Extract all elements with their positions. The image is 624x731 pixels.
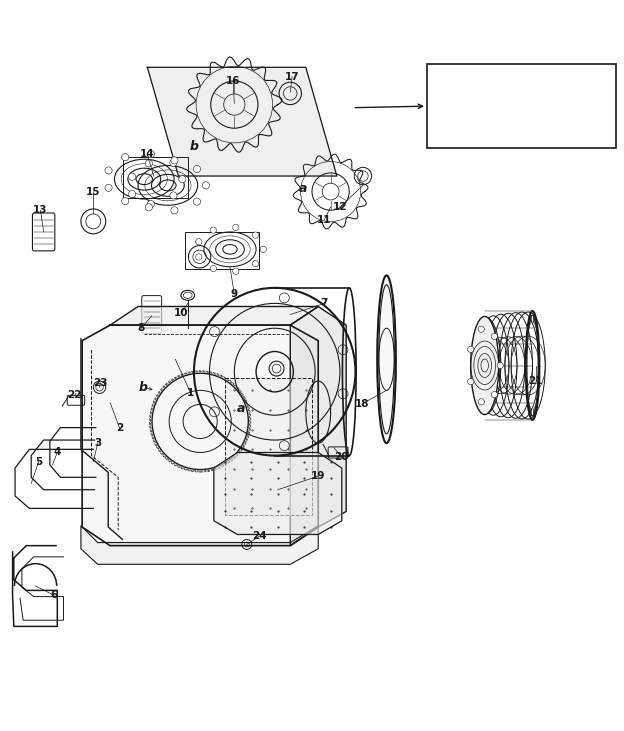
Circle shape bbox=[105, 167, 112, 174]
Text: 19: 19 bbox=[311, 471, 325, 481]
Polygon shape bbox=[225, 378, 312, 515]
Circle shape bbox=[478, 398, 484, 405]
Circle shape bbox=[491, 392, 497, 398]
Polygon shape bbox=[290, 306, 346, 545]
Text: 14: 14 bbox=[140, 149, 155, 159]
Circle shape bbox=[171, 207, 178, 214]
Text: 4: 4 bbox=[54, 447, 61, 458]
Text: a: a bbox=[298, 182, 307, 195]
Polygon shape bbox=[81, 526, 318, 564]
Text: 9: 9 bbox=[231, 289, 238, 299]
Circle shape bbox=[122, 197, 129, 205]
Text: 2: 2 bbox=[116, 423, 123, 433]
Circle shape bbox=[171, 157, 178, 164]
Ellipse shape bbox=[470, 317, 499, 414]
Circle shape bbox=[195, 254, 202, 260]
Circle shape bbox=[129, 173, 136, 181]
Circle shape bbox=[252, 232, 258, 238]
Polygon shape bbox=[110, 306, 318, 325]
Text: 23: 23 bbox=[94, 378, 108, 388]
Text: 12: 12 bbox=[333, 202, 347, 212]
Circle shape bbox=[170, 159, 177, 167]
Bar bbox=[123, 157, 188, 198]
Polygon shape bbox=[214, 452, 342, 534]
Text: b: b bbox=[190, 140, 198, 154]
Circle shape bbox=[467, 379, 474, 385]
Circle shape bbox=[145, 160, 152, 167]
Circle shape bbox=[252, 260, 258, 267]
Circle shape bbox=[145, 204, 152, 211]
Circle shape bbox=[147, 200, 155, 208]
Text: 16: 16 bbox=[446, 86, 461, 96]
Ellipse shape bbox=[378, 276, 396, 443]
Circle shape bbox=[260, 246, 266, 252]
Text: 6: 6 bbox=[51, 591, 58, 600]
Text: a: a bbox=[236, 403, 245, 415]
Text: 適用号緯: 適用号緯 bbox=[466, 124, 483, 130]
Bar bbox=[427, 64, 617, 148]
Text: 16: 16 bbox=[226, 76, 240, 86]
Text: 24: 24 bbox=[252, 531, 266, 542]
Circle shape bbox=[210, 265, 217, 272]
Circle shape bbox=[202, 182, 210, 189]
Text: 5: 5 bbox=[35, 457, 42, 467]
Text: 18: 18 bbox=[354, 399, 369, 409]
Bar bbox=[185, 232, 259, 269]
Text: 22: 22 bbox=[67, 390, 82, 401]
Text: 11: 11 bbox=[317, 214, 332, 224]
Circle shape bbox=[170, 192, 177, 199]
Text: 3: 3 bbox=[94, 438, 101, 448]
Text: 15: 15 bbox=[86, 186, 100, 197]
Text: 21: 21 bbox=[529, 376, 543, 386]
Text: 8: 8 bbox=[137, 323, 145, 333]
Polygon shape bbox=[147, 67, 337, 176]
Circle shape bbox=[497, 363, 504, 368]
Text: 20: 20 bbox=[334, 452, 349, 463]
Circle shape bbox=[195, 238, 202, 245]
Circle shape bbox=[233, 224, 239, 230]
Circle shape bbox=[147, 151, 155, 158]
Circle shape bbox=[478, 326, 484, 333]
Text: 13: 13 bbox=[33, 205, 48, 215]
Circle shape bbox=[491, 333, 497, 339]
Text: 17: 17 bbox=[285, 72, 300, 82]
Circle shape bbox=[129, 191, 136, 197]
Circle shape bbox=[210, 227, 217, 233]
Circle shape bbox=[178, 175, 186, 183]
Circle shape bbox=[193, 165, 200, 173]
Text: 10: 10 bbox=[174, 308, 189, 318]
Text: 1: 1 bbox=[187, 388, 195, 398]
Polygon shape bbox=[82, 325, 318, 545]
Text: b: b bbox=[139, 381, 147, 394]
Text: 7: 7 bbox=[321, 298, 328, 308]
Text: Serial No. 20001−: Serial No. 20001− bbox=[499, 135, 563, 140]
Circle shape bbox=[122, 154, 129, 161]
Circle shape bbox=[233, 268, 239, 274]
Circle shape bbox=[467, 346, 474, 352]
Circle shape bbox=[105, 184, 112, 192]
Circle shape bbox=[193, 198, 200, 205]
